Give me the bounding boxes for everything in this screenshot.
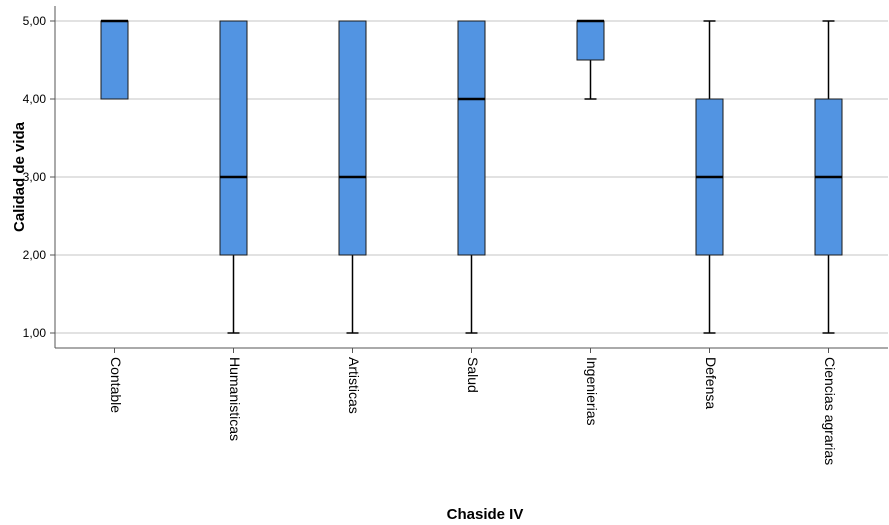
y-tick-label: 3,00 [23,170,47,184]
y-tick-label: 1,00 [23,326,47,340]
box-contable [100,19,129,100]
box-defensa [695,20,724,334]
x-tick-label: Ciencias agrarias [822,357,838,465]
box-artisticas [338,20,367,334]
y-tick-label: 4,00 [23,92,47,106]
box-body [338,20,367,256]
category-labels: Contable Humanisticas Artisticas Salud Ingen… [108,348,838,465]
x-tick-label: Salud [465,357,481,393]
x-tick-label: Humanisticas [227,357,243,441]
box-body [576,20,605,61]
x-tick-label: Ingenierias [584,357,600,426]
y-tick-label: 5,00 [23,14,47,28]
x-tick-label: Artisticas [346,357,362,414]
box-body [457,20,486,256]
x-tick-label: Defensa [703,357,719,409]
x-tick-label: Contable [108,357,124,413]
box-humanisticas [219,20,248,334]
y-axis-title: Calidad de vida [11,121,28,232]
x-axis-title: Chaside IV [447,506,524,523]
box-salud [457,20,486,334]
boxes [100,19,843,334]
box-body [100,20,129,100]
box-body [219,20,248,256]
box-ciencias-agrarias [814,20,843,334]
y-axis-ticks: 1,00 2,00 3,00 4,00 5,00 [23,14,55,340]
box-ingenierias [576,19,605,100]
y-tick-label: 2,00 [23,248,47,262]
